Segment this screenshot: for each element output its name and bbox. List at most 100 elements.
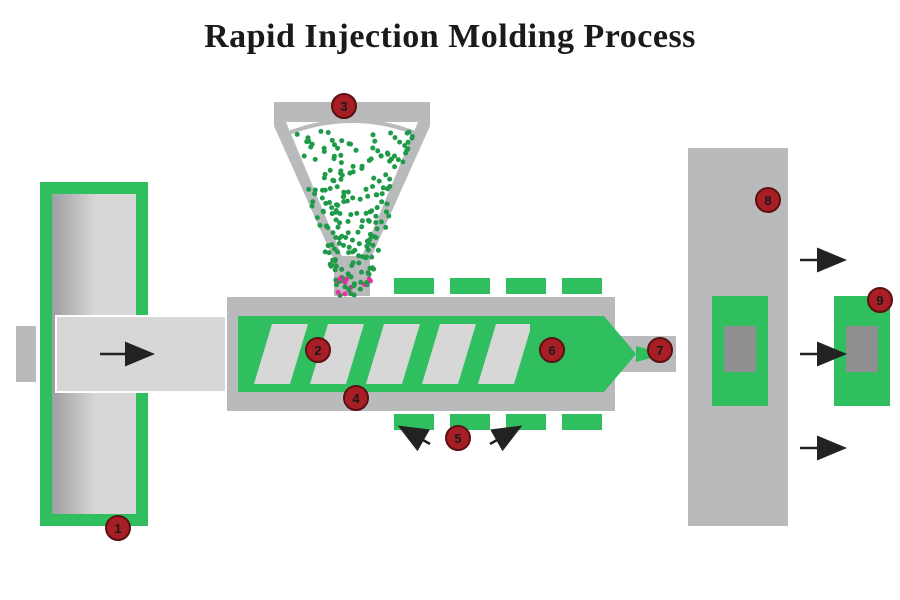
pellet: [389, 157, 394, 162]
pellet: [386, 214, 391, 219]
pellet: [315, 215, 320, 220]
pellet: [377, 179, 382, 184]
pellet: [348, 291, 353, 296]
pellet: [342, 292, 347, 297]
callout-marker-5: 5: [445, 425, 471, 451]
pellet: [338, 276, 343, 281]
pellet: [313, 157, 318, 162]
pellet: [334, 202, 339, 207]
pellet: [346, 219, 351, 224]
heater-top: [562, 278, 602, 294]
pellet: [334, 217, 339, 222]
callout-marker-6: 6: [539, 337, 565, 363]
pellet: [306, 139, 311, 144]
pellet: [387, 177, 392, 182]
heater-bot: [394, 414, 434, 430]
pellet: [371, 132, 376, 137]
pellet: [349, 275, 354, 280]
pellet: [338, 153, 343, 158]
pellet: [392, 164, 397, 169]
pellet: [357, 241, 362, 246]
pellet: [364, 187, 369, 192]
pellet: [358, 197, 363, 202]
pellet: [381, 185, 386, 190]
mold-core: [724, 326, 756, 372]
pellet: [322, 175, 327, 180]
pellet: [379, 199, 384, 204]
pellet: [341, 243, 346, 248]
pellet: [359, 270, 364, 275]
pellet: [371, 243, 376, 248]
pellet: [346, 287, 351, 292]
pellet: [364, 211, 369, 216]
pellet: [369, 255, 374, 260]
pellet: [388, 131, 393, 136]
callout-marker-8: 8: [755, 187, 781, 213]
pellet: [409, 136, 414, 141]
pellet: [320, 188, 325, 193]
pellet: [371, 176, 376, 181]
pellet: [325, 225, 330, 230]
pellet: [339, 160, 344, 165]
pellet: [320, 196, 325, 201]
pellet: [327, 250, 332, 255]
pellet: [334, 264, 339, 269]
heater-bot: [562, 414, 602, 430]
pellet: [379, 154, 384, 159]
pellet: [370, 184, 375, 189]
pellet: [302, 154, 307, 159]
heater-bot: [506, 414, 546, 430]
callout-marker-2: 2: [305, 337, 331, 363]
pellet: [375, 226, 380, 231]
pellet: [323, 201, 328, 206]
callout-marker-4: 4: [343, 385, 369, 411]
pellet: [358, 280, 363, 285]
pellet: [375, 148, 380, 153]
pellet: [330, 178, 335, 183]
pellet: [383, 172, 388, 177]
pellet: [322, 149, 327, 154]
pellet: [356, 260, 361, 265]
diagram-stage: Rapid Injection Molding Process 12345678…: [0, 0, 900, 600]
pellet: [366, 248, 371, 253]
pellet: [351, 283, 356, 288]
pellet: [336, 290, 341, 295]
pellet: [374, 235, 379, 240]
pellet: [372, 139, 377, 144]
pellet: [295, 132, 300, 137]
pellet: [354, 211, 359, 216]
pellet: [331, 230, 336, 235]
pellet: [328, 186, 333, 191]
pellet: [339, 138, 344, 143]
pellet: [338, 171, 343, 176]
pellet: [333, 235, 338, 240]
pellet: [332, 154, 337, 159]
pellet: [350, 238, 355, 243]
pellet: [364, 280, 369, 285]
pellet: [406, 130, 411, 135]
callout-marker-7: 7: [647, 337, 673, 363]
pellet: [396, 157, 401, 162]
pellet: [336, 225, 341, 230]
pellet: [328, 168, 333, 173]
pellet: [359, 224, 364, 229]
pellet: [341, 194, 346, 199]
pellet: [369, 156, 374, 161]
pellet: [347, 245, 352, 250]
heater-top: [450, 278, 490, 294]
pellet: [359, 166, 364, 171]
pellet: [339, 267, 344, 272]
pellet: [373, 220, 378, 225]
pellet: [352, 248, 357, 253]
pellet: [374, 192, 379, 197]
pellet: [365, 194, 370, 199]
pellet: [326, 243, 331, 248]
pellet: [356, 253, 361, 258]
pellet: [360, 218, 365, 223]
pellet: [346, 230, 351, 235]
pellet: [338, 177, 343, 182]
heater-arrow-0: [402, 428, 430, 444]
pellet: [364, 255, 369, 260]
pellet: [347, 171, 352, 176]
heater-top: [506, 278, 546, 294]
